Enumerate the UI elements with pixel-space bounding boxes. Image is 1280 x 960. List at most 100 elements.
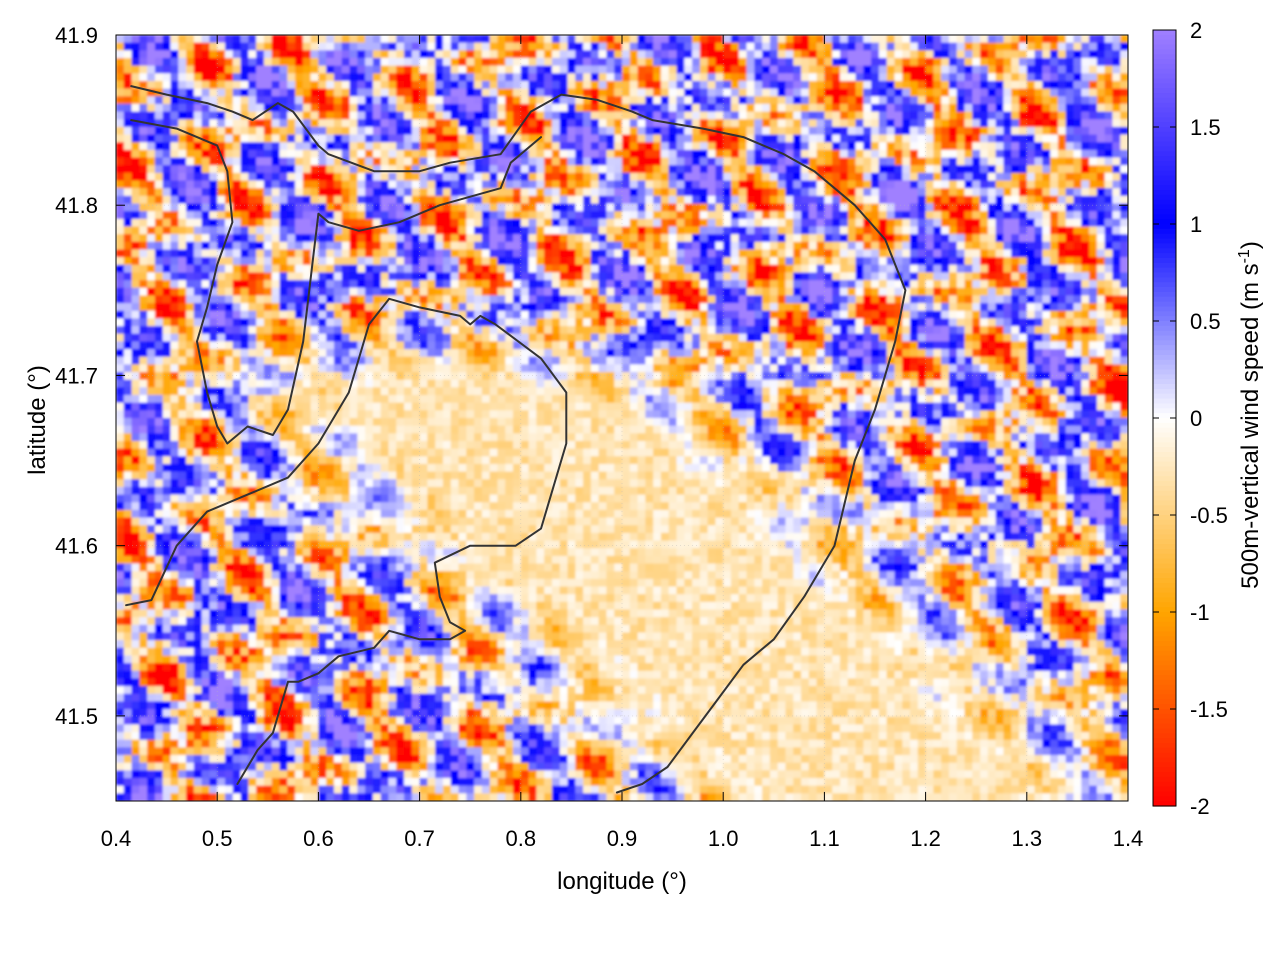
heatmap-cell xyxy=(746,303,756,312)
heatmap-cell xyxy=(419,249,429,258)
heatmap-cell xyxy=(614,234,623,243)
heatmap-cell xyxy=(357,241,366,251)
heatmap-cell xyxy=(380,295,390,304)
heatmap-cell xyxy=(551,96,561,105)
heatmap-cell xyxy=(209,103,218,113)
heatmap-cell xyxy=(1096,203,1106,212)
heatmap-cell xyxy=(551,218,561,228)
heatmap-cell xyxy=(279,318,288,327)
heatmap-cell xyxy=(707,157,717,166)
heatmap-cell xyxy=(730,226,740,235)
heatmap-cell xyxy=(357,303,366,312)
heatmap-cell xyxy=(684,88,693,97)
heatmap-cell xyxy=(232,257,242,266)
heatmap-cell xyxy=(551,149,561,159)
heatmap-cell xyxy=(855,180,865,189)
heatmap-cell xyxy=(287,142,296,151)
heatmap-cell xyxy=(450,119,460,128)
heatmap-cell xyxy=(178,96,187,105)
heatmap-cell xyxy=(442,188,452,197)
heatmap-cell xyxy=(1003,50,1012,59)
heatmap-cell xyxy=(956,203,966,212)
heatmap-cell xyxy=(762,126,771,136)
heatmap-cell xyxy=(279,165,288,174)
heatmap-cell xyxy=(801,318,810,327)
heatmap-cell xyxy=(715,303,724,312)
heatmap-cell xyxy=(147,165,156,174)
heatmap-cell xyxy=(614,35,623,44)
heatmap-cell xyxy=(505,80,514,90)
heatmap-cell xyxy=(941,157,950,166)
heatmap-cell xyxy=(318,157,327,166)
heatmap-cell xyxy=(372,203,382,212)
heatmap-cell xyxy=(357,73,366,82)
heatmap-cell xyxy=(855,42,865,52)
heatmap-cell xyxy=(481,142,491,151)
heatmap-cell xyxy=(855,195,865,205)
heatmap-cell xyxy=(404,172,413,182)
heatmap-cell xyxy=(193,218,203,228)
heatmap-cell xyxy=(1050,88,1059,97)
heatmap-cell xyxy=(738,211,748,220)
heatmap-cell xyxy=(645,241,654,251)
heatmap-cell xyxy=(536,241,545,251)
heatmap-cell xyxy=(816,264,826,274)
heatmap-cell xyxy=(217,310,226,320)
heatmap-cell xyxy=(754,126,763,136)
heatmap-cell xyxy=(1019,295,1028,304)
heatmap-cell xyxy=(497,287,506,297)
heatmap-cell xyxy=(419,65,429,74)
heatmap-cell xyxy=(871,165,880,174)
heatmap-cell xyxy=(598,157,608,166)
heatmap-cell xyxy=(318,241,327,251)
heatmap-cell xyxy=(676,126,685,136)
heatmap-cell xyxy=(839,119,849,128)
heatmap-cell xyxy=(193,80,203,90)
heatmap-cell xyxy=(590,142,600,151)
heatmap-cell xyxy=(871,257,880,266)
heatmap-cell xyxy=(450,50,460,59)
heatmap-cell xyxy=(801,272,810,281)
heatmap-cell xyxy=(256,57,265,67)
heatmap-cell xyxy=(520,303,530,312)
heatmap-cell xyxy=(458,234,467,243)
heatmap-cell xyxy=(769,157,779,166)
heatmap-cell xyxy=(746,96,756,105)
heatmap-cell xyxy=(209,287,218,297)
heatmap-cell xyxy=(645,172,654,182)
heatmap-cell xyxy=(793,303,802,312)
heatmap-cell xyxy=(917,172,927,182)
heatmap-cell xyxy=(824,318,833,327)
heatmap-cell xyxy=(310,180,320,189)
heatmap-cell xyxy=(1096,96,1106,105)
heatmap-cell xyxy=(201,57,211,67)
heatmap-cell xyxy=(964,73,973,82)
heatmap-cell xyxy=(941,249,950,258)
heatmap-cell xyxy=(310,35,320,44)
heatmap-cell xyxy=(801,165,810,174)
heatmap-cell xyxy=(497,241,506,251)
heatmap-cell xyxy=(404,257,413,266)
heatmap-cell xyxy=(295,157,304,166)
heatmap-cell xyxy=(1026,295,1036,304)
heatmap-cell xyxy=(186,42,195,52)
heatmap-cell xyxy=(878,303,888,312)
heatmap-cell xyxy=(170,35,179,44)
heatmap-cell xyxy=(365,88,374,97)
heatmap-cell xyxy=(692,303,701,312)
heatmap-cell xyxy=(411,42,421,52)
heatmap-cell xyxy=(497,226,506,235)
heatmap-cell xyxy=(1050,73,1059,82)
heatmap-cell xyxy=(614,303,623,312)
heatmap-cell xyxy=(583,142,592,151)
heatmap-cell xyxy=(964,249,973,258)
heatmap-cell xyxy=(466,326,475,335)
heatmap-cell xyxy=(1112,241,1121,251)
heatmap-cell xyxy=(668,226,678,235)
heatmap-cell xyxy=(1057,73,1067,82)
heatmap-cell xyxy=(1089,295,1098,304)
heatmap-cell xyxy=(263,88,273,97)
heatmap-cell xyxy=(380,188,390,197)
heatmap-cell xyxy=(886,295,896,304)
heatmap-cell xyxy=(256,264,265,274)
